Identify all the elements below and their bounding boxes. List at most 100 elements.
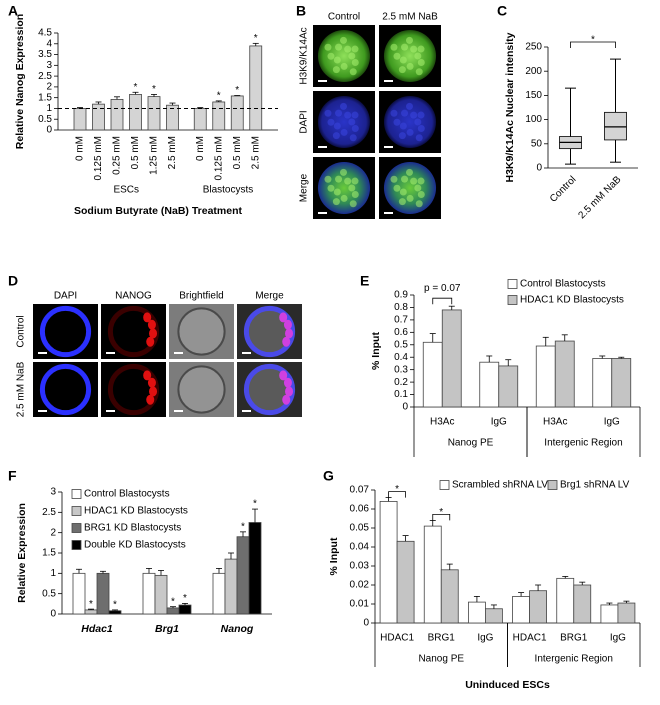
nucleus bbox=[351, 124, 359, 132]
nanog-signal bbox=[279, 370, 288, 381]
legend-swatch bbox=[71, 506, 82, 516]
annotation: p = 0.07 bbox=[424, 283, 461, 294]
bar bbox=[529, 590, 547, 624]
y-tick-label: 3 bbox=[46, 60, 52, 71]
bar bbox=[178, 604, 192, 615]
category-label: Hdac1 bbox=[81, 623, 113, 635]
nucleus bbox=[351, 45, 359, 53]
embryo bbox=[317, 29, 371, 83]
panel-letter: B bbox=[296, 3, 306, 19]
bar bbox=[73, 108, 87, 131]
nanog-signal bbox=[279, 312, 288, 323]
bar bbox=[600, 604, 619, 624]
panel-letter: G bbox=[323, 468, 334, 484]
y-tick-label: 0.2 bbox=[394, 377, 408, 388]
nucleus bbox=[348, 118, 356, 126]
bar bbox=[96, 572, 110, 615]
y-tick-label: 0.4 bbox=[394, 352, 408, 363]
bar bbox=[592, 358, 613, 408]
group-label: Intergenic Region bbox=[544, 438, 622, 449]
bar bbox=[236, 536, 250, 615]
nucleus bbox=[393, 118, 401, 126]
bar bbox=[554, 340, 575, 408]
nucleus bbox=[339, 36, 347, 44]
category-label: 2.5 mM bbox=[250, 136, 261, 169]
category-label: 2.5 mM bbox=[167, 136, 178, 169]
y-tick-label: 0.02 bbox=[350, 580, 370, 591]
nucleus bbox=[335, 43, 343, 51]
nucleus bbox=[349, 68, 357, 76]
legend-label: Brg1 shRNA LV bbox=[560, 480, 630, 491]
significance-bracket bbox=[570, 41, 616, 48]
category-label: IgG bbox=[610, 633, 626, 644]
row-label: Merge bbox=[299, 173, 310, 202]
group-label: Intergenic Region bbox=[535, 654, 613, 665]
bar bbox=[573, 584, 592, 624]
column-header: Merge bbox=[255, 291, 284, 302]
y-tick-label: 0.5 bbox=[42, 588, 56, 599]
y-tick-label: 50 bbox=[531, 138, 543, 149]
bar bbox=[611, 358, 632, 408]
y-axis-label: % Input bbox=[328, 537, 340, 575]
y-tick-label: 150 bbox=[525, 90, 542, 101]
legend-swatch bbox=[71, 489, 82, 499]
nucleus bbox=[415, 200, 423, 208]
nucleus bbox=[333, 188, 341, 196]
nucleus bbox=[344, 177, 352, 185]
bar bbox=[193, 108, 207, 131]
nucleus bbox=[414, 52, 422, 60]
bar bbox=[166, 607, 180, 615]
nucleus bbox=[344, 111, 352, 119]
y-tick-label: 1.5 bbox=[42, 548, 56, 559]
bar bbox=[72, 572, 86, 615]
category-label: BRG1 bbox=[428, 633, 456, 644]
y-tick-label: 0 bbox=[50, 609, 56, 620]
nucleus bbox=[414, 118, 422, 126]
y-tick-label: 0.07 bbox=[350, 485, 370, 496]
significance-mark: * bbox=[254, 33, 258, 44]
legend-swatch bbox=[507, 279, 518, 289]
nucleus bbox=[410, 45, 418, 53]
nanog-signal bbox=[147, 319, 156, 330]
significance-mark: * bbox=[253, 499, 257, 510]
y-tick-label: 0.6 bbox=[394, 327, 408, 338]
nanog-signal bbox=[285, 386, 294, 397]
bar bbox=[422, 341, 443, 408]
nucleus bbox=[324, 175, 332, 183]
embryo bbox=[177, 365, 226, 414]
embryo bbox=[39, 305, 92, 358]
group-label: Nanog PE bbox=[418, 654, 464, 665]
nucleus bbox=[406, 128, 414, 136]
category-label: Brg1 bbox=[155, 623, 179, 635]
nucleus bbox=[332, 198, 340, 206]
significance-mark: * bbox=[217, 91, 221, 102]
nucleus bbox=[332, 132, 340, 140]
group-label: Nanog PE bbox=[448, 438, 494, 449]
box bbox=[604, 111, 627, 141]
y-tick-label: 3 bbox=[50, 487, 56, 498]
row-label: Control bbox=[16, 315, 27, 347]
nucleus bbox=[393, 52, 401, 60]
nucleus bbox=[344, 45, 352, 53]
embryo bbox=[317, 95, 371, 149]
column-header: Brightfield bbox=[179, 291, 223, 302]
category-label: IgG bbox=[477, 633, 493, 644]
nucleus bbox=[335, 175, 343, 183]
nucleus bbox=[349, 134, 357, 142]
x-axis-label: Uninduced ESCs bbox=[465, 679, 550, 691]
category-label: 0.25 mM bbox=[112, 136, 123, 175]
nucleus bbox=[390, 109, 398, 117]
bar bbox=[129, 94, 142, 131]
category-label: 0.125 mM bbox=[93, 136, 104, 180]
bar bbox=[535, 345, 556, 408]
embryo bbox=[383, 29, 437, 83]
y-tick-label: 1.5 bbox=[38, 92, 52, 103]
nucleus bbox=[415, 68, 423, 76]
bar bbox=[468, 601, 486, 624]
significance-mark: * bbox=[235, 85, 239, 96]
nucleus bbox=[348, 52, 356, 60]
panel-letter: C bbox=[497, 3, 507, 19]
y-tick-label: 100 bbox=[525, 114, 542, 125]
significance-mark: * bbox=[183, 593, 187, 604]
bar bbox=[485, 608, 503, 624]
